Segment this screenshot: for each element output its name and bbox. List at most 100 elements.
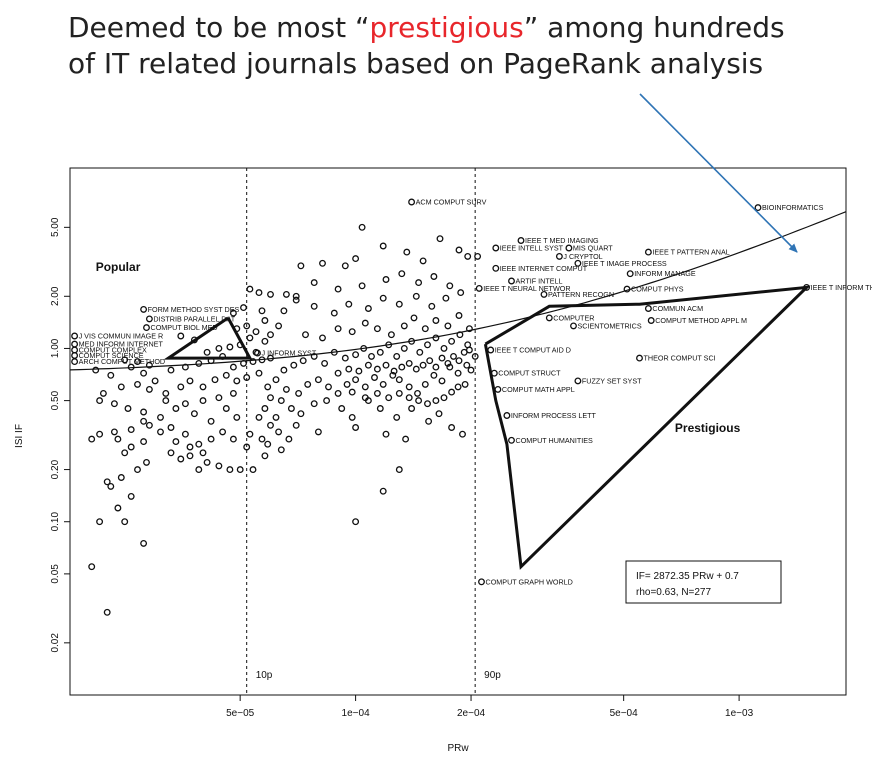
data-point (103, 608, 111, 616)
data-point (338, 405, 346, 412)
data-point (393, 413, 401, 421)
data-point (459, 430, 466, 438)
data-point (402, 435, 410, 443)
data-point (440, 344, 448, 352)
data-point (292, 292, 300, 300)
data-point (323, 397, 331, 405)
data-point (162, 389, 170, 397)
data-point (457, 289, 465, 297)
data-point (334, 285, 342, 293)
data-point (219, 428, 227, 436)
data-point (134, 380, 141, 388)
data-point (134, 466, 141, 474)
journal-label: IEEE INTELL SYST (500, 244, 564, 253)
region-label-prestigious: Prestigious (675, 421, 741, 435)
pointer-arrow (639, 93, 798, 253)
data-points (88, 223, 482, 616)
journal-label: COMPUTER (553, 313, 594, 322)
y-tick-label: 0.10 (50, 512, 61, 532)
data-point (255, 413, 263, 421)
journal-point (487, 346, 495, 354)
data-point (393, 352, 401, 360)
headline-line-1: Deemed to be most “prestigious” among hu… (68, 10, 858, 46)
y-tick-label: 1.00 (50, 338, 61, 358)
data-point (314, 376, 322, 384)
data-point (352, 518, 360, 526)
data-point (243, 443, 251, 451)
journal-point (145, 315, 153, 323)
data-point (355, 367, 363, 375)
data-point (373, 325, 381, 333)
data-point (222, 405, 230, 412)
fit-legend-box: IF= 2872.35 PRw + 0.7 rho=0.63, N=277 (625, 560, 782, 604)
data-point (442, 294, 450, 302)
journal-label: SCIENTOMETRICS (578, 321, 642, 330)
data-point (272, 413, 280, 421)
journal-point (574, 377, 582, 385)
data-point (145, 385, 153, 393)
data-point (465, 325, 473, 333)
data-point (261, 317, 269, 324)
y-tick-label: 2.00 (50, 286, 61, 306)
data-point (424, 400, 431, 408)
journal-label: IEEE T NEURAL NETWOR (483, 284, 570, 293)
data-point (467, 366, 475, 374)
data-point (110, 428, 118, 436)
data-point (186, 452, 194, 460)
journal-label: ACM COMPUT SURV (416, 198, 487, 207)
data-point (264, 440, 272, 448)
journal-point (540, 290, 548, 298)
data-point (246, 334, 254, 342)
journal-label: THEOR COMPUT SCI (644, 354, 716, 363)
data-point (463, 361, 471, 369)
data-point (436, 235, 444, 243)
data-point (229, 435, 237, 443)
data-point (215, 344, 223, 352)
data-point (373, 365, 381, 373)
data-point (233, 377, 241, 385)
journal-point (143, 324, 150, 332)
data-point (400, 344, 408, 352)
headline: Deemed to be most “prestigious” among hu… (68, 10, 858, 82)
journal-point (803, 283, 811, 291)
journal-point (140, 305, 148, 313)
data-point (334, 369, 342, 377)
data-point (412, 365, 420, 373)
data-point (444, 359, 452, 367)
data-point (334, 389, 342, 397)
data-point (304, 380, 312, 388)
data-point (454, 383, 462, 391)
data-point (368, 352, 375, 360)
data-point (199, 449, 207, 457)
data-point (258, 307, 266, 315)
data-point (211, 376, 219, 384)
data-point (373, 389, 381, 397)
journal-label: COMMUN ACM (652, 304, 703, 313)
data-point (297, 410, 305, 418)
journal-point (508, 277, 515, 285)
data-point (325, 383, 332, 391)
data-point (275, 428, 283, 436)
data-point (195, 466, 203, 474)
data-point (236, 466, 244, 474)
data-point (226, 466, 234, 474)
data-point (398, 363, 406, 371)
data-point (203, 458, 211, 466)
data-point (364, 305, 372, 312)
journal-point (565, 244, 573, 252)
data-point (385, 394, 393, 402)
journal-label: INFORM MANAGE (634, 269, 696, 278)
data-point (358, 282, 366, 290)
data-point (292, 421, 300, 429)
journal-label: FORM METHOD SYST DES (148, 305, 240, 314)
data-point (140, 417, 148, 425)
journal-point (574, 259, 582, 267)
data-point (277, 397, 285, 405)
data-point (435, 410, 443, 418)
data-point (405, 394, 413, 402)
data-point (310, 400, 318, 408)
journal-label: IEEE T INFORM THEORY (811, 283, 872, 292)
data-point (446, 363, 454, 371)
data-point (162, 397, 170, 405)
journal-label: COMPUT HUMANITIES (516, 436, 594, 445)
